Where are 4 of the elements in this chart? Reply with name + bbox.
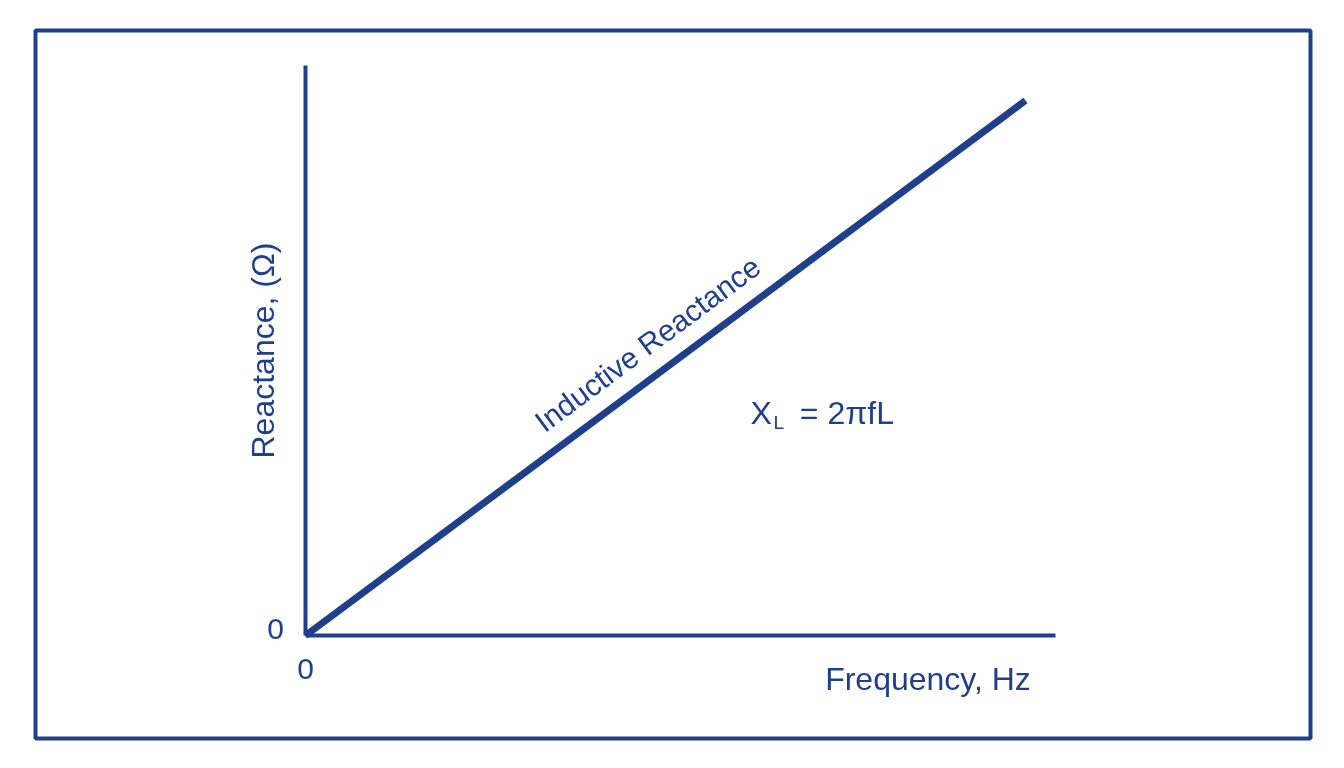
y-axis-title: Reactance, (Ω)	[244, 242, 281, 459]
x-axis-title: Frequency, Hz	[825, 660, 1031, 697]
annotation: 0	[267, 611, 284, 645]
text: 0	[297, 651, 314, 685]
